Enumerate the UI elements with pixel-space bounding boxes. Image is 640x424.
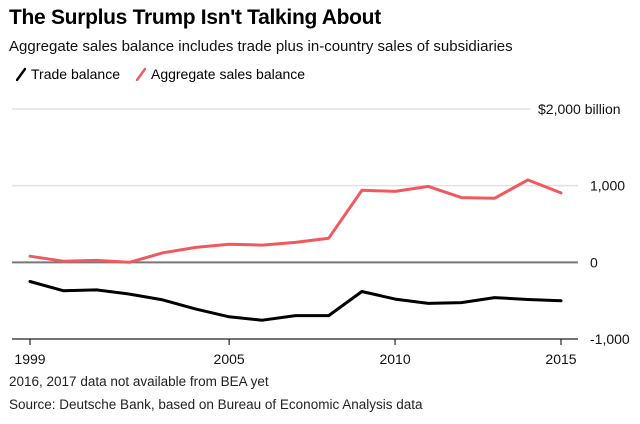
- x-tick-label: 1999: [14, 351, 45, 367]
- y-tick-label: 1,000: [590, 178, 625, 194]
- y-tick-label: 0: [590, 254, 598, 270]
- y-tick-label: $2,000 billion: [538, 101, 621, 117]
- footnote-source: Source: Deutsche Bank, based on Bureau o…: [9, 397, 423, 412]
- gridlines: [12, 108, 578, 340]
- footnote-data-availability: 2016, 2017 data not available from BEA y…: [9, 374, 269, 389]
- series-lines: [28, 178, 563, 322]
- chart-subtitle: Aggregate sales balance includes trade p…: [9, 38, 513, 55]
- chart-title: The Surplus Trump Isn't Talking About: [9, 6, 381, 29]
- legend-swatch-trade-balance: [16, 67, 26, 81]
- legend-label-trade-balance: Trade balance: [31, 66, 120, 82]
- series-line-trade-balance: [28, 280, 563, 322]
- legend-swatch-aggregate-sales-balance: [135, 67, 146, 81]
- x-axis: 1999 2005 2010 2015: [14, 339, 577, 367]
- legend: Trade balance Aggregate sales balance: [16, 66, 321, 82]
- legend-label-aggregate-sales-balance: Aggregate sales balance: [150, 66, 306, 82]
- legend-item-trade-balance: Trade balance: [16, 66, 120, 82]
- x-tick-label: 2005: [214, 351, 245, 367]
- y-tick-label: -1,000: [590, 331, 630, 347]
- series-line-aggregate-sales-balance: [28, 178, 563, 264]
- x-tick-label: 2015: [545, 351, 576, 367]
- y-axis-labels: $2,000 billion 1,000 0 -1,000: [538, 101, 630, 347]
- x-tick-label: 2010: [379, 351, 410, 367]
- legend-item-aggregate-sales-balance: Aggregate sales balance: [135, 66, 306, 82]
